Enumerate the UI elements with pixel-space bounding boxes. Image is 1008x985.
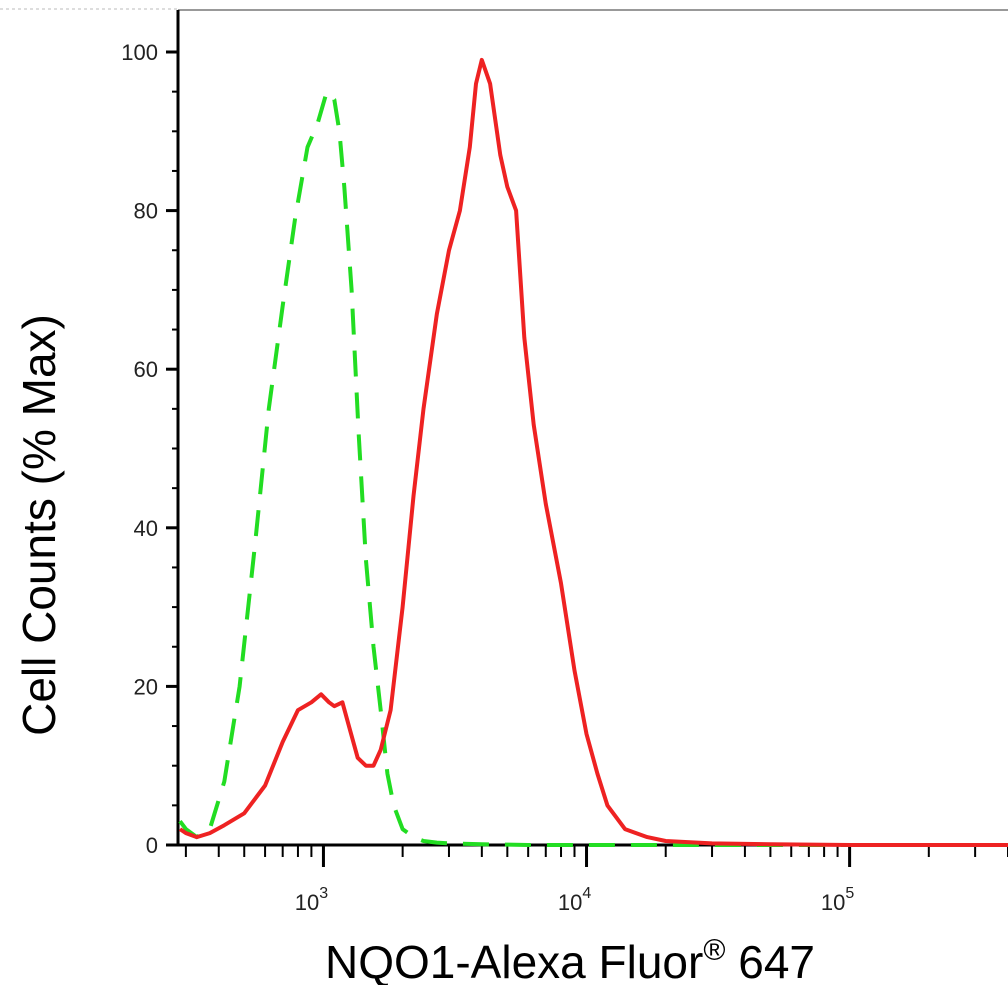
y-axis-title: Cell Counts (% Max) xyxy=(13,314,65,736)
x-tick-label: 103 xyxy=(295,885,328,915)
series-line-dashed xyxy=(178,89,1008,847)
x-tick-label: 104 xyxy=(558,885,591,915)
x-axis-title: NQO1-Alexa Fluor® 647 xyxy=(325,934,815,985)
series-line-solid xyxy=(178,57,1008,847)
x-tick-label: 105 xyxy=(821,885,854,915)
x-axis-title-superscript: ® xyxy=(703,934,725,967)
y-tick-label: 100 xyxy=(121,40,158,65)
series-layer xyxy=(178,57,1008,847)
y-tick-label: 20 xyxy=(134,674,158,699)
x-axis-title-main: NQO1-Alexa Fluor xyxy=(325,936,703,985)
y-tick-label: 60 xyxy=(134,357,158,382)
y-tick-label: 40 xyxy=(134,516,158,541)
y-tick-label: 0 xyxy=(146,833,158,858)
y-tick-label: 80 xyxy=(134,199,158,224)
x-axis: 103 104 105 xyxy=(178,843,1008,915)
x-axis-title-suffix: 647 xyxy=(725,936,815,985)
y-axis: 0 20 40 60 80 100 xyxy=(121,10,180,858)
